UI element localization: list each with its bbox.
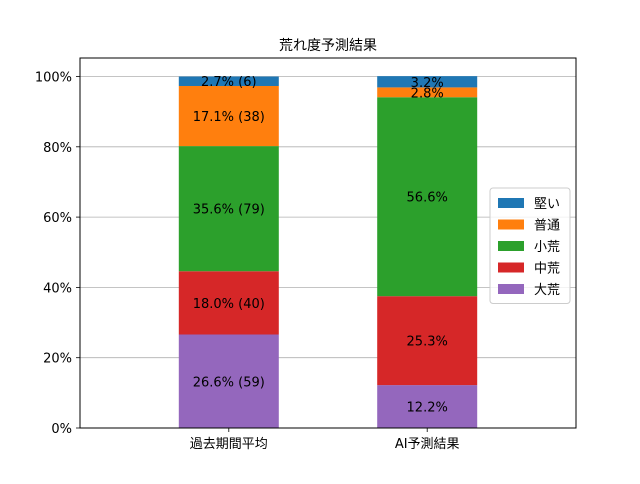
bar-segment — [178, 334, 279, 428]
bar-segment — [377, 97, 478, 297]
bar-segment — [178, 146, 279, 272]
x-tick-label: 過去期間平均 — [190, 437, 268, 452]
data-label: 2.7% (6) — [201, 75, 257, 90]
axes: 0% 20% 40% 60% 80% 100% 過去期間平均 AI予測結果 — [35, 71, 460, 453]
y-tick-label: 100% — [35, 71, 72, 86]
bars — [178, 76, 478, 428]
y-tick-label: 20% — [43, 352, 72, 367]
legend-box — [489, 187, 571, 304]
x-tick-label: AI予測結果 — [395, 437, 460, 452]
data-labels: 26.6% (59) 18.0% (40) 35.6% (79) 17.1% (38)… — [193, 75, 448, 415]
data-label: 26.6% (59) — [193, 375, 265, 390]
bar-segment — [178, 76, 279, 86]
bar-segment — [377, 385, 478, 428]
legend-swatch — [498, 198, 524, 208]
plot-area-frame — [79, 57, 577, 429]
data-label: 12.2% — [407, 401, 448, 416]
data-label: 2.8% — [411, 86, 444, 101]
data-label: 56.6% — [407, 191, 448, 206]
legend-swatch — [498, 262, 524, 273]
data-label: 17.1% (38) — [193, 110, 265, 125]
y-tick-label: 0% — [51, 422, 72, 437]
legend-swatch — [498, 241, 524, 251]
legend-swatch — [498, 219, 524, 230]
y-tick-label: 40% — [43, 281, 72, 296]
bar-segment — [178, 85, 279, 147]
data-label: 18.0% (40) — [193, 297, 265, 312]
y-tick-label: 80% — [43, 141, 72, 156]
chart-title: 荒れ度予測結果 — [279, 38, 377, 54]
legend-label: 小荒 — [534, 240, 560, 255]
legend-label: 大荒 — [534, 283, 560, 298]
data-label: 35.6% (79) — [193, 203, 265, 218]
bar-segment — [178, 271, 279, 335]
legend-swatch — [498, 284, 524, 294]
legend-label: 普通 — [534, 219, 560, 234]
legend-label: 堅い — [534, 197, 560, 212]
y-tick-label: 60% — [43, 211, 72, 226]
data-label: 25.3% — [407, 335, 448, 350]
bar-segment — [377, 76, 478, 88]
bar-segment — [377, 87, 478, 98]
data-label: 3.2% — [411, 76, 444, 91]
legend-label: 中荒 — [534, 262, 560, 277]
bar-segment — [377, 296, 478, 386]
